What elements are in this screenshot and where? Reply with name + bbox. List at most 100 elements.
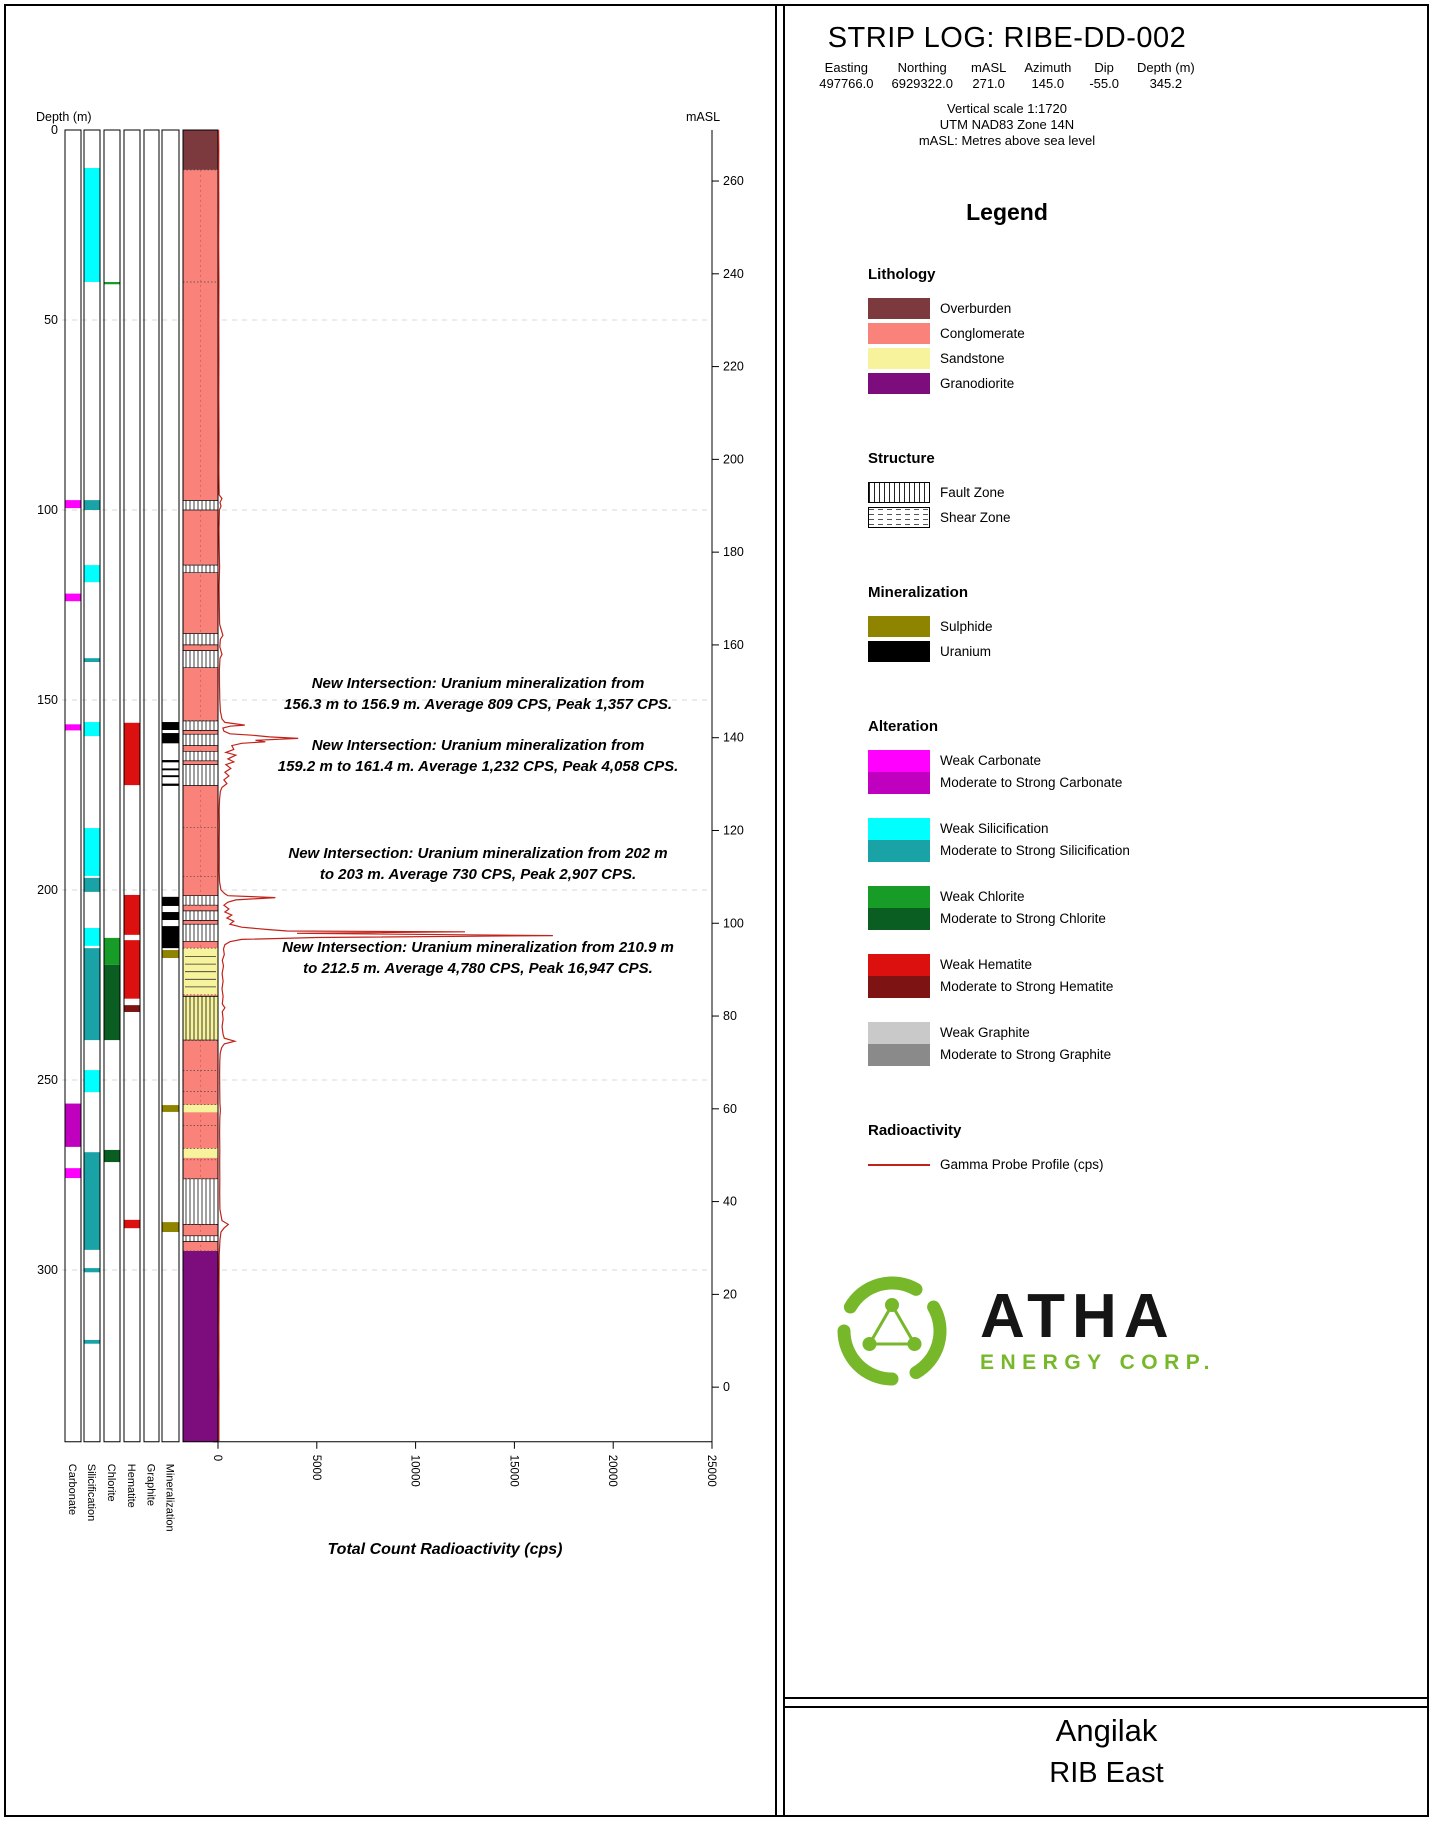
swatch-strong [868, 976, 930, 998]
legend-section-lithology: Lithology Overburden Conglomerate Sandstone… [868, 266, 1228, 394]
svg-text:80: 80 [723, 1009, 737, 1023]
svg-text:Mineralization: Mineralization [164, 1464, 176, 1532]
panel-divider-outer [775, 4, 777, 1817]
annotation-text: to 203 m. Average 730 CPS, Peak 2,907 CP… [320, 866, 636, 883]
atha-logo-name: ATHA [980, 1281, 1176, 1351]
svg-text:140: 140 [723, 731, 744, 745]
svg-text:25000: 25000 [705, 1455, 717, 1487]
scale-note: UTM NAD83 Zone 14N [939, 117, 1075, 132]
swatch-strong [868, 840, 930, 862]
cps-axis: 0 5000 10000 15000 20000 25000 Total Count Rad… [211, 1441, 717, 1558]
info-value: 345.2 [1149, 76, 1183, 91]
legend-swatch [868, 298, 930, 319]
legend-labels: Weak Carbonate Moderate to Strong Carbona… [940, 750, 1122, 794]
annotation-text: New Intersection: Uranium mineralization… [312, 675, 645, 692]
track-chlorite: Chlorite [103, 129, 121, 1502]
strip-log-chart: 0 50 100 150 200 250 300 Depth (m) mASL Carbonate… [36, 110, 744, 1558]
info-column: Dip -55.0 [1080, 60, 1128, 92]
legend-label: Weak Chlorite [940, 889, 1025, 904]
depth-gridlines [62, 319, 712, 1271]
legend-label: Gamma Probe Profile (cps) [940, 1157, 1104, 1172]
track-silicification: Silicification [83, 129, 101, 1521]
scale-notes: Vertical scale 1:1720 UTM NAD83 Zone 14N… [786, 101, 1228, 149]
fault-zone-band [183, 565, 218, 573]
info-value: 145.0 [1031, 76, 1065, 91]
annotations: New Intersection: Uranium mineralization… [278, 675, 679, 977]
svg-text:100: 100 [37, 503, 58, 517]
info-header: Dip [1094, 60, 1114, 75]
info-header: Depth (m) [1136, 60, 1195, 75]
gamma-line-sample [868, 1163, 930, 1166]
panel-divider-inner [783, 4, 785, 1817]
swatch-weak [868, 954, 930, 976]
legend-item: Weak Chlorite Moderate to Strong Chlorite [868, 886, 1228, 930]
legend-panel: STRIP LOG: RIBE-DD-002 Easting 497766.0 No… [786, 6, 1228, 1401]
legend-swatch [868, 323, 930, 344]
area-name: RIB East [1049, 1757, 1164, 1789]
info-value: 497766.0 [819, 76, 874, 91]
svg-text:15000: 15000 [507, 1455, 519, 1487]
legend-item: Granodiorite [868, 373, 1228, 394]
legend-section-heading: Mineralization [868, 584, 969, 601]
legend-label: Moderate to Strong Hematite [940, 979, 1114, 994]
svg-text:240: 240 [723, 267, 744, 281]
svg-text:10000: 10000 [409, 1455, 421, 1487]
info-column: Depth (m) 345.2 [1128, 60, 1204, 92]
legend-section-heading: Lithology [868, 266, 936, 283]
info-header: Easting [824, 60, 869, 75]
legend-label: Uranium [940, 644, 992, 659]
legend-swatch [868, 1022, 930, 1066]
legend-swatch [868, 750, 930, 794]
svg-text:Carbonate: Carbonate [66, 1464, 78, 1515]
shear-pattern-swatch [868, 507, 930, 528]
fault-pattern-swatch [868, 482, 930, 503]
fault-zone-band [183, 751, 218, 761]
legend-section-heading: Alteration [868, 718, 939, 735]
legend-swatch [868, 641, 930, 662]
svg-text:120: 120 [723, 823, 744, 837]
svg-text:Graphite: Graphite [145, 1464, 157, 1506]
svg-text:150: 150 [37, 693, 58, 707]
track-carbonate: Carbonate [64, 129, 82, 1515]
svg-text:260: 260 [723, 174, 744, 188]
info-column: Northing 6929322.0 [882, 60, 961, 92]
legend-section-radioactivity: Radioactivity Gamma Probe Profile (cps) [868, 1122, 1228, 1175]
fault-zone-band [183, 633, 218, 645]
svg-text:40: 40 [723, 1195, 737, 1209]
legend-item: Weak Carbonate Moderate to Strong Carbona… [868, 750, 1228, 794]
fault-zone-band [183, 910, 218, 921]
legend-item: Weak Graphite Moderate to Strong Graphite [868, 1022, 1228, 1066]
legend-label: Moderate to Strong Graphite [940, 1047, 1112, 1062]
annotation-text: 159.2 m to 161.4 m. Average 1,232 CPS, P… [278, 758, 679, 775]
legend-item: Sandstone [868, 348, 1228, 369]
depth-axis: 0 50 100 150 200 250 300 Depth (m) mASL [36, 110, 720, 1277]
legend-label: Weak Graphite [940, 1025, 1030, 1040]
annotation-text: 156.3 m to 156.9 m. Average 809 CPS, Pea… [284, 696, 672, 713]
legend-item: Overburden [868, 298, 1228, 319]
legend-item: Sulphide [868, 616, 1228, 637]
legend-label: Shear Zone [940, 510, 1011, 525]
legend-swatch [868, 616, 930, 637]
svg-text:Hematite: Hematite [125, 1464, 137, 1508]
swatch-weak [868, 886, 930, 908]
fault-zone-band [183, 1235, 218, 1242]
svg-text:Depth (m): Depth (m) [36, 110, 92, 124]
info-column: mASL 271.0 [962, 60, 1015, 92]
svg-text:220: 220 [723, 360, 744, 374]
atha-logo-subtitle: ENERGY CORP. [980, 1350, 1216, 1374]
legend-swatch [868, 886, 930, 930]
project-name: Angilak [1055, 1713, 1158, 1748]
legend-label: Overburden [940, 301, 1012, 316]
legend-title: Legend [966, 199, 1048, 225]
legend-section-heading: Structure [868, 450, 935, 467]
legend-label: Sandstone [940, 351, 1005, 366]
legend-swatch [868, 348, 930, 369]
legend-swatch [868, 954, 930, 998]
svg-text:180: 180 [723, 545, 744, 559]
svg-text:Total Count Radioactivity (cps: Total Count Radioactivity (cps) [328, 1541, 563, 1558]
fault-zone-band [183, 924, 218, 942]
atha-logo-icon [837, 1276, 947, 1386]
info-value: -55.0 [1089, 76, 1119, 91]
